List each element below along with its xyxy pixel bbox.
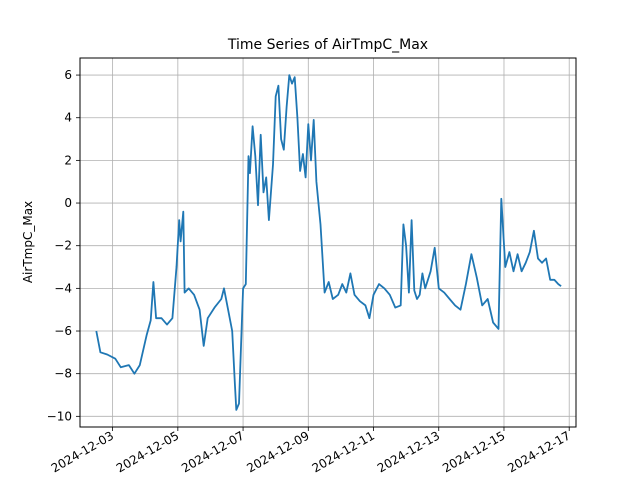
y-axis: 6 4 2 0 −2 −4 −6 −8 −10 — [47, 68, 80, 423]
grid-lines — [80, 58, 576, 427]
y-tick-label: −6 — [54, 324, 72, 338]
series-line — [95, 74, 562, 411]
y-tick-label: 4 — [64, 111, 72, 125]
y-tick-label: −4 — [54, 281, 72, 295]
series-layer — [95, 74, 562, 411]
y-tick-label: −2 — [54, 239, 72, 253]
y-tick-label: 0 — [64, 196, 72, 210]
y-tick-label: −10 — [47, 409, 72, 423]
plot-frame — [79, 57, 577, 428]
y-tick-label: −8 — [54, 367, 72, 381]
y-tick-label: 2 — [64, 153, 72, 167]
y-axis-label: AirTmpC_Max — [21, 201, 35, 283]
y-tick-label: 6 — [64, 68, 72, 82]
chart-title: Time Series of AirTmpC_Max — [227, 37, 428, 53]
